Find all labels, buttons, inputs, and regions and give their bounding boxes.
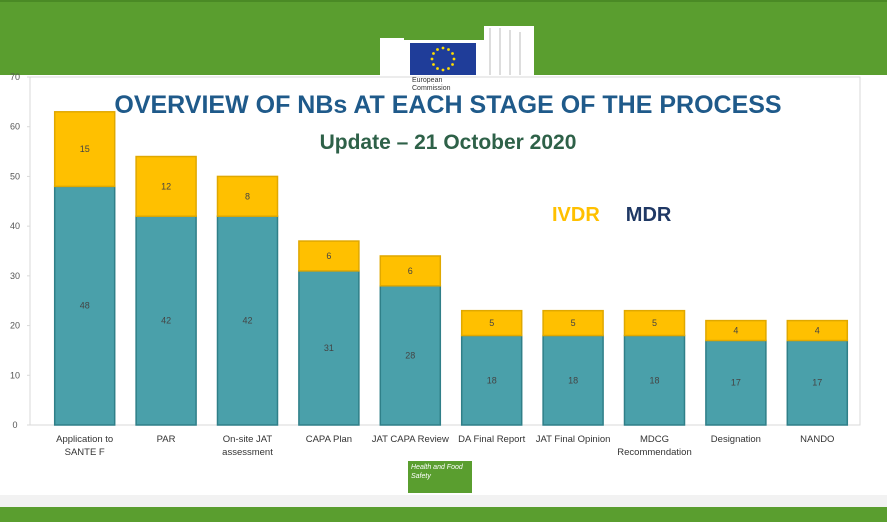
bar-segment — [298, 240, 360, 272]
value-label: 31 — [324, 343, 334, 353]
bar-segment — [216, 175, 279, 217]
logo — [380, 26, 534, 100]
y-tick-label: 20 — [10, 321, 20, 331]
legend-entry: MDR — [626, 204, 672, 226]
y-tick-label: 40 — [10, 221, 20, 231]
value-label: 5 — [571, 318, 576, 328]
star — [441, 68, 445, 72]
bar-segment — [216, 215, 279, 426]
chart-subtitle: Update – 21 October 2020 — [320, 131, 577, 154]
bar-segment — [379, 255, 442, 287]
x-tick-label: JAT CAPA Review — [371, 434, 449, 445]
value-label: 4 — [815, 326, 820, 336]
bar-segment — [53, 185, 116, 426]
x-tick-label: NANDO — [800, 434, 835, 445]
bar-segment — [623, 309, 686, 337]
value-label: 42 — [242, 316, 252, 326]
value-label: 5 — [489, 318, 494, 328]
star — [447, 67, 450, 70]
star — [441, 46, 445, 50]
x-tick-label: CAPA Plan — [305, 434, 353, 445]
value-label: 18 — [649, 375, 659, 385]
star — [451, 52, 454, 55]
x-tick-label: Designation — [710, 434, 761, 445]
value-label: 8 — [245, 191, 250, 201]
star — [436, 67, 439, 70]
star — [452, 57, 456, 61]
y-tick-label: 30 — [10, 271, 20, 281]
y-tick-label: 70 — [10, 72, 20, 82]
bar-segment — [705, 319, 767, 342]
bar-segment — [623, 334, 686, 426]
value-label: 12 — [161, 181, 171, 191]
bar-segment — [786, 339, 849, 426]
value-label: 4 — [733, 326, 738, 336]
bar-segment — [786, 319, 849, 342]
star — [447, 48, 450, 51]
bar-segment — [298, 270, 360, 426]
x-tick-label: MDCG Recommendation — [617, 434, 692, 458]
x-tick-label: On-site JAT assessment — [222, 434, 273, 458]
logo-text: European Commission — [412, 77, 451, 92]
x-tick-label: Application to SANTE F — [56, 434, 114, 458]
value-label: 5 — [652, 318, 657, 328]
x-tick-label: JAT Final Opinion — [535, 434, 611, 445]
value-label: 18 — [568, 375, 578, 385]
chart-title: OVERVIEW OF NBs AT EACH STAGE OF THE PRO… — [114, 91, 781, 119]
star — [432, 52, 435, 55]
value-label: 18 — [487, 375, 497, 385]
value-label: 6 — [408, 266, 413, 276]
value-label: 28 — [405, 350, 415, 360]
value-label: 17 — [731, 378, 741, 388]
star — [432, 63, 435, 66]
y-tick-label: 10 — [10, 370, 20, 380]
bar-segment — [542, 309, 604, 337]
value-label: 6 — [326, 251, 331, 261]
bar-segment — [460, 309, 523, 337]
value-label: 15 — [80, 144, 90, 154]
legend-entry: IVDR — [552, 204, 600, 226]
header-edge — [0, 0, 887, 2]
x-tick-label: DA Final Report — [458, 434, 526, 445]
value-label: 48 — [80, 301, 90, 311]
footer-badge: Health and Food Safety — [408, 461, 472, 493]
star — [430, 57, 434, 61]
footer-band — [0, 507, 887, 522]
value-label: 17 — [812, 378, 822, 388]
bar-segment — [135, 155, 197, 217]
star — [436, 48, 439, 51]
bar-segment — [53, 111, 116, 188]
y-tick-label: 60 — [10, 122, 20, 132]
value-label: 42 — [161, 316, 171, 326]
y-tick-label: 0 — [12, 420, 17, 430]
y-tick-label: 50 — [10, 171, 20, 181]
bar-segment — [460, 334, 523, 426]
footer-gap — [0, 495, 887, 507]
star — [451, 63, 454, 66]
x-tick-label: PAR — [156, 434, 176, 445]
plot-frame — [29, 76, 861, 426]
